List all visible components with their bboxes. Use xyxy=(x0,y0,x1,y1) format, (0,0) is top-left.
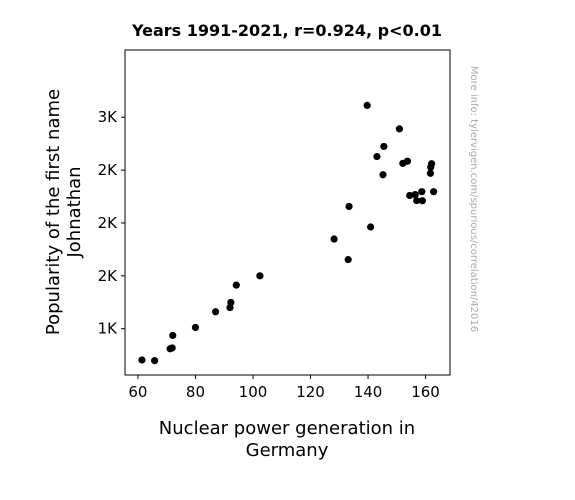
x-axis-label-line-1: Nuclear power generation in xyxy=(159,418,415,439)
data-point xyxy=(367,223,375,231)
watermark-text: More info: tylervigen.com/spurious/corre… xyxy=(468,66,479,332)
y-tick-label: 1K xyxy=(98,320,119,338)
data-point xyxy=(379,171,387,179)
x-tick-label: 60 xyxy=(128,383,147,401)
data-point xyxy=(168,344,176,352)
data-point xyxy=(427,160,436,168)
y-axis-label-line-1: Popularity of the first name xyxy=(43,89,64,335)
data-point xyxy=(227,298,235,307)
data-point xyxy=(406,191,414,200)
y-tick-label: 3K xyxy=(98,108,119,126)
data-point xyxy=(344,255,352,264)
data-point xyxy=(430,188,438,196)
x-axis-label-line-2: Germany xyxy=(246,440,329,461)
data-point xyxy=(418,197,426,205)
chart-title: Years 1991-2021, r=0.924, p<0.01 xyxy=(131,21,442,40)
data-point xyxy=(169,331,177,340)
data-point xyxy=(191,323,200,332)
data-point xyxy=(363,101,371,110)
data-point xyxy=(395,125,403,133)
y-tick-label: 2K xyxy=(98,161,119,179)
y-tick-label: 2K xyxy=(98,214,119,232)
x-tick-label: 120 xyxy=(296,383,325,401)
plot-area-frame xyxy=(124,49,451,376)
data-point xyxy=(138,356,146,364)
y-axis-ticks: 1K 2K 2K 2K 3K xyxy=(98,108,125,338)
data-point xyxy=(151,357,159,365)
x-axis-ticks: 60 80 100 120 140 160 xyxy=(128,375,440,401)
x-tick-label: 160 xyxy=(411,383,440,401)
x-tick-label: 80 xyxy=(186,383,205,401)
data-point xyxy=(426,169,435,177)
data-point xyxy=(413,196,421,205)
data-point xyxy=(411,191,419,199)
y-tick-label: 2K xyxy=(98,267,119,285)
data-point xyxy=(232,281,240,289)
x-tick-label: 140 xyxy=(354,383,383,401)
data-point xyxy=(373,152,381,161)
data-points xyxy=(138,101,438,365)
data-point xyxy=(345,202,353,211)
x-tick-label: 100 xyxy=(239,383,268,401)
data-point xyxy=(211,308,220,316)
data-point xyxy=(380,142,388,151)
data-point xyxy=(256,272,264,280)
data-point xyxy=(403,157,412,165)
data-point xyxy=(418,188,426,196)
y-axis-label-line-2: Johnathan xyxy=(64,166,85,258)
data-point xyxy=(330,235,338,243)
